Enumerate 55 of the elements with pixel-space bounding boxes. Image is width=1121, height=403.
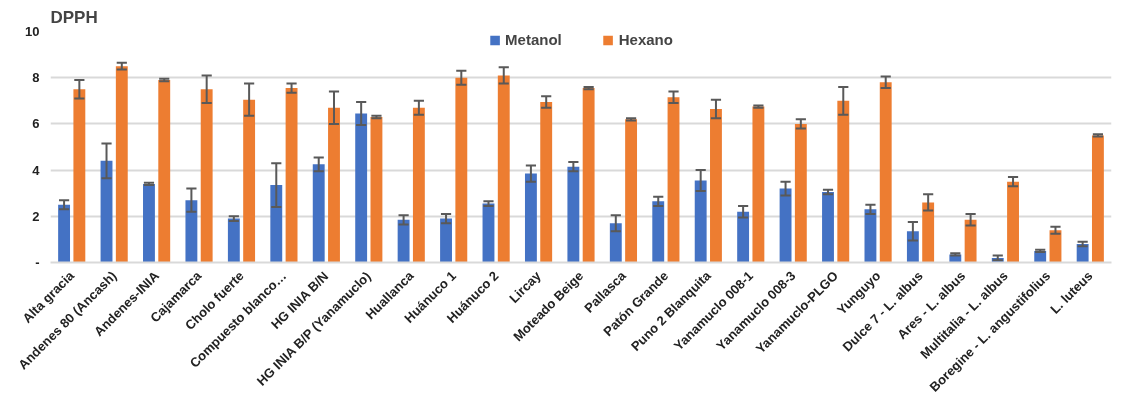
bar (270, 185, 283, 263)
bar (694, 180, 707, 263)
bar (158, 80, 171, 263)
bar (625, 119, 638, 263)
bar (312, 164, 325, 263)
bar (73, 89, 86, 263)
y-tick-label: 4 (32, 162, 41, 178)
bar (227, 218, 240, 263)
y-tick-label: 8 (32, 70, 40, 86)
bar (710, 108, 722, 263)
bar (412, 107, 425, 263)
bar (822, 192, 834, 263)
bar (582, 88, 595, 263)
bar (837, 100, 850, 263)
bar (482, 203, 495, 263)
y-tick-label: 10 (25, 24, 40, 39)
bar (285, 88, 298, 263)
bar (497, 75, 510, 263)
bar (355, 113, 368, 263)
bar (1076, 244, 1089, 263)
bar (609, 223, 622, 263)
bar (737, 211, 750, 263)
bar (243, 99, 256, 263)
bar (779, 188, 792, 263)
bar (58, 204, 71, 263)
bar (143, 183, 155, 263)
y-tick-label: 6 (32, 116, 40, 132)
bar (652, 201, 665, 263)
bar (922, 202, 935, 263)
bar (328, 107, 340, 263)
bar (864, 209, 877, 263)
bar (185, 200, 198, 263)
bar (455, 77, 468, 263)
bar (964, 219, 977, 263)
bar (906, 231, 919, 263)
bar (524, 173, 537, 263)
bar (667, 97, 680, 263)
legend-label: Metanol (505, 31, 562, 48)
y-tick-label: 2 (32, 208, 40, 224)
bar (370, 116, 383, 263)
bar (100, 160, 113, 263)
bar (115, 66, 128, 263)
bar (567, 166, 580, 263)
bar (540, 101, 553, 263)
legend-label: Hexano (618, 31, 673, 48)
chart-title: DPPH (50, 7, 98, 27)
bar (200, 89, 213, 263)
bar (794, 123, 807, 263)
bar (397, 219, 410, 263)
bar (440, 218, 452, 263)
bar (1091, 135, 1104, 263)
bar (752, 106, 765, 263)
bar (879, 82, 892, 263)
y-tick-label: - (35, 255, 40, 270)
bar (1007, 181, 1019, 263)
